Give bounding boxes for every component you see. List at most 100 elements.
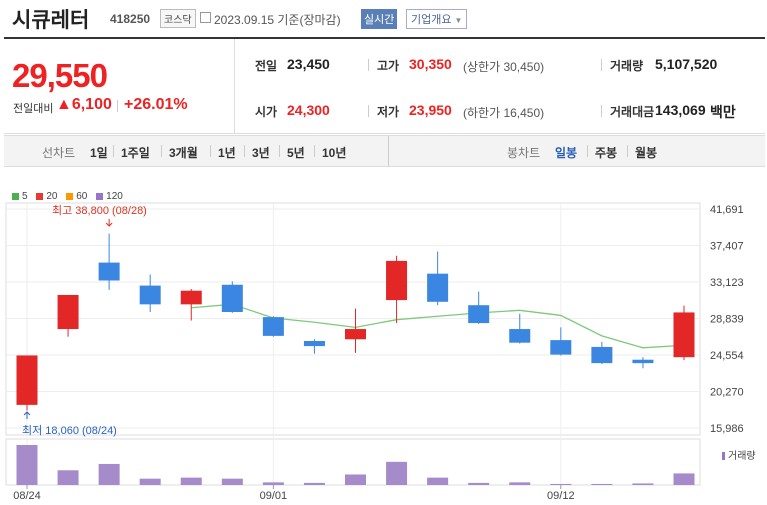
volume-bar [550,483,572,485]
candle-body [632,359,654,364]
period-1w[interactable]: 1주일 [121,146,150,160]
volume-bar [180,477,202,485]
volume-bar [98,463,120,485]
volume-bar [345,474,366,485]
volume-bar [16,445,38,485]
legend-swatch-60 [66,192,74,200]
divider [368,105,369,117]
divider [314,145,315,157]
stock-code: 418250 [110,12,151,26]
y-tick-label: 24,554 [710,350,744,362]
divider [210,145,211,157]
volume-bar [303,482,325,485]
y-tick-label: 20,270 [710,387,744,399]
volume-bar [427,477,449,485]
quote-panel: 29,550 전일대비 ▲6,100 +26.01% 전일 23,450 고가 … [4,37,765,134]
volume-value: 5,107,520 [655,56,718,72]
volume-bar [57,470,79,485]
high-annotation: 최고 38,800 (08/28) [52,204,147,217]
open-label: 시가 [255,105,278,119]
high-arrow-icon [105,219,113,227]
candle-monthly[interactable]: 월봉 [635,146,658,160]
divider [627,145,628,157]
period-5y[interactable]: 5년 [287,146,305,160]
divider [161,145,162,157]
x-tick-label: 09/12 [547,490,575,502]
market-badge: 코스닥 [160,9,196,28]
divider [279,145,280,157]
candle-chart-label: 봉차트 [507,146,541,160]
divider [601,105,602,117]
amount-value: 143,069 [655,102,706,118]
volume-bar [468,482,490,485]
volume-bar [591,483,613,485]
company-overview-button[interactable]: 기업개요 ▼ [406,9,468,29]
candle-body [509,329,531,343]
change-percent: +26.01% [124,96,188,113]
candle-weekly[interactable]: 주봉 [595,146,618,160]
divider [388,136,389,166]
candle-body [427,273,449,302]
legend-ma60: 60 [76,191,88,202]
y-tick-label: 15,986 [710,423,744,435]
current-price: 29,550 [12,57,108,94]
candle-body [57,294,79,330]
high-label: 고가 [377,59,400,73]
y-tick-label: 33,123 [710,277,744,289]
divider [113,145,114,157]
period-3m[interactable]: 3개월 [169,146,198,160]
candle-daily[interactable]: 일봉 [555,146,578,160]
legend-ma5: 5 [22,191,28,202]
candle-body [345,329,366,340]
candle-body [468,305,490,324]
chevron-down-icon: ▼ [454,16,463,25]
volume-label: 거래량 [610,59,644,73]
candle-body [673,312,695,358]
candle-body [550,340,572,355]
quote-date: 2023.09.15 기준(장마감) [214,13,341,27]
legend-ma120: 120 [106,191,123,202]
candle-body [262,317,284,336]
period-3y[interactable]: 3년 [252,146,270,160]
divider [601,59,602,71]
volume-swatch [722,452,725,461]
period-1d[interactable]: 1일 [90,146,108,160]
legend-swatch-5 [12,192,19,200]
y-tick-label: 28,839 [710,314,744,326]
divider [587,145,588,157]
period-10y[interactable]: 10년 [322,146,347,160]
volume-legend: 거래량 [722,447,756,462]
volume-bar [221,478,243,485]
volume-bar [632,483,654,485]
candle-body [180,290,202,305]
prev-label: 전일 [255,59,278,73]
period-1y[interactable]: 1년 [218,146,236,160]
amount-unit: 백만 [710,104,736,120]
volume-legend-label: 거래량 [728,451,756,462]
stock-name: 시큐레터 [12,9,90,32]
x-tick-label: 09/01 [260,490,288,502]
candle-body [98,262,120,281]
volume-bar [262,482,284,485]
candle-body [139,285,161,305]
line-chart-label: 선차트 [42,146,76,160]
lower-limit: (하한가 16,450) [463,106,545,120]
volume-bar [139,478,161,485]
high-value: 30,350 [409,56,452,72]
y-tick-label: 37,407 [710,241,744,253]
change-value: ▲6,100 [56,96,112,113]
volume-bar [509,482,531,485]
price-block: 29,550 전일대비 ▲6,100 +26.01% [4,39,235,133]
open-value: 24,300 [287,102,330,118]
realtime-button[interactable]: 실시간 [361,9,398,29]
x-tick-label: 08/24 [13,490,41,502]
candle-body [386,260,408,301]
amount-label: 거래대금 [610,105,655,119]
candle-body [591,346,613,364]
company-overview-label: 기업개요 [411,14,452,26]
low-annotation: 최저 18,060 (08/24) [22,424,117,437]
chart-legend: 5 20 60 120 [12,191,123,202]
low-arrow-icon [23,411,31,419]
y-tick-label: 41,691 [710,204,744,216]
